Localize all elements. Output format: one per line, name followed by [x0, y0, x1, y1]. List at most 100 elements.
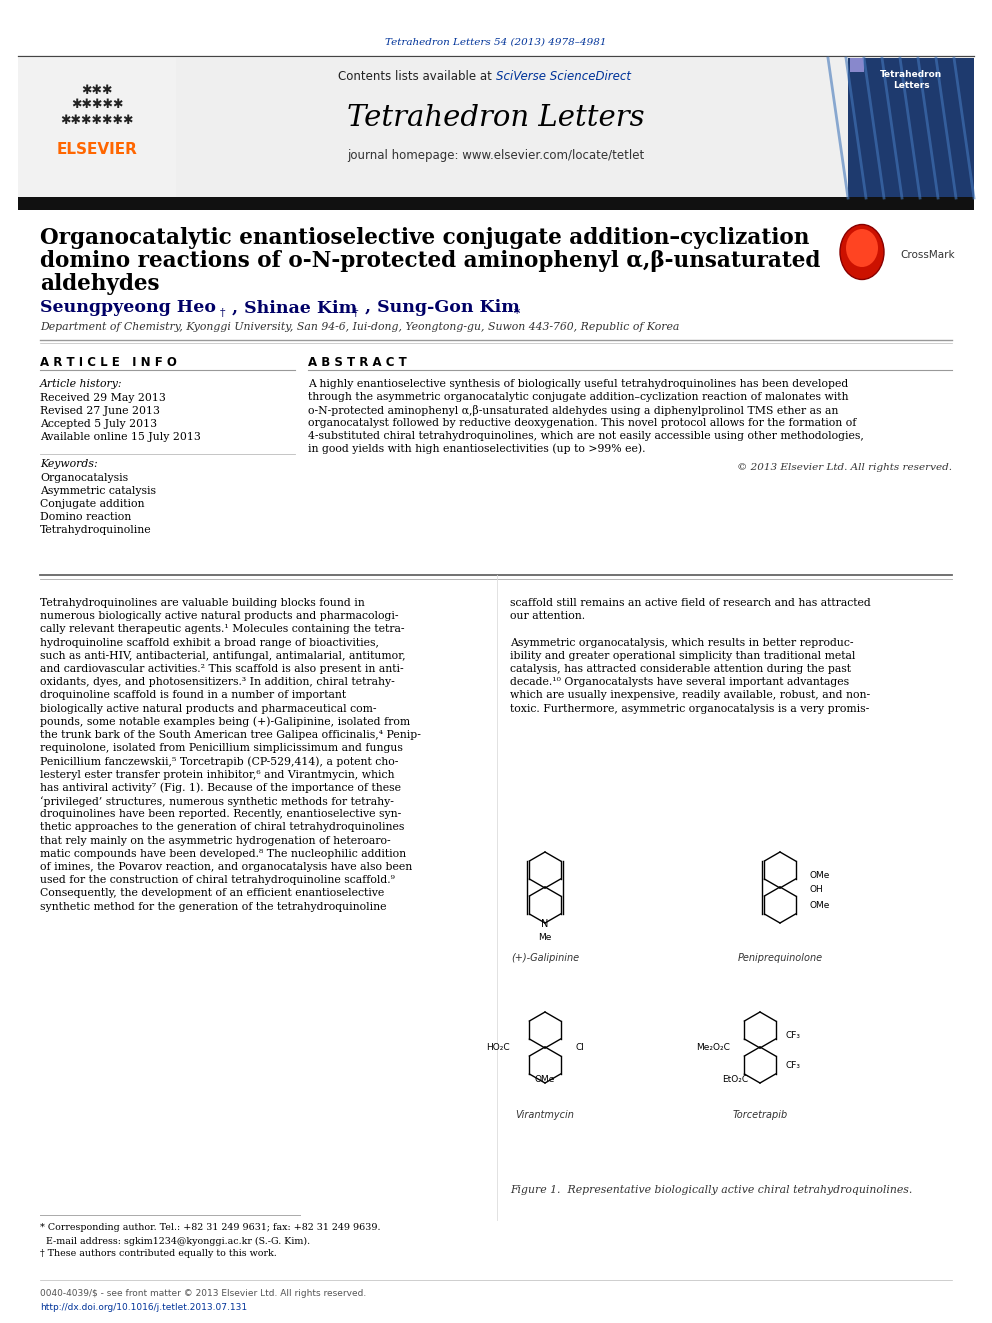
Text: Tetrahedron Letters: Tetrahedron Letters	[347, 105, 645, 132]
Text: 4-substituted chiral tetrahydroquinolines, which are not easily accessible using: 4-substituted chiral tetrahydroquinoline…	[308, 431, 864, 441]
Text: ✱✱✱
✱✱✱✱✱
✱✱✱✱✱✱✱: ✱✱✱ ✱✱✱✱✱ ✱✱✱✱✱✱✱	[61, 83, 134, 127]
Text: which are usually inexpensive, readily available, robust, and non-: which are usually inexpensive, readily a…	[510, 691, 870, 700]
Text: (+)-Galipinine: (+)-Galipinine	[511, 953, 579, 963]
Text: synthetic method for the generation of the tetrahydroquinoline: synthetic method for the generation of t…	[40, 901, 387, 912]
Bar	[18, 58, 176, 198]
Text: E-mail address: sgkim1234@kyonggi.ac.kr (S.-G. Kim).: E-mail address: sgkim1234@kyonggi.ac.kr …	[40, 1237, 310, 1245]
Text: Figure 1.  Representative biologically active chiral tetrahydroquinolines.: Figure 1. Representative biologically ac…	[510, 1185, 913, 1195]
Text: Keywords:: Keywords:	[40, 459, 97, 468]
Text: lesteryl ester transfer protein inhibitor,⁶ and Virantmycin, which: lesteryl ester transfer protein inhibito…	[40, 770, 395, 779]
Text: Asymmetric catalysis: Asymmetric catalysis	[40, 486, 156, 496]
Text: Penicillium fanczewskii,⁵ Torcetrapib (CP-529,414), a potent cho-: Penicillium fanczewskii,⁵ Torcetrapib (C…	[40, 757, 399, 767]
Text: Consequently, the development of an efficient enantioselective: Consequently, the development of an effi…	[40, 889, 384, 898]
Text: through the asymmetric organocatalytic conjugate addition–cyclization reaction o: through the asymmetric organocatalytic c…	[308, 392, 848, 402]
Text: that rely mainly on the asymmetric hydrogenation of heteroaro-: that rely mainly on the asymmetric hydro…	[40, 836, 391, 845]
Text: the trunk bark of the South American tree Galipea officinalis,⁴ Penip-: the trunk bark of the South American tre…	[40, 730, 421, 740]
Text: organocatalyst followed by reductive deoxygenation. This novel protocol allows f: organocatalyst followed by reductive deo…	[308, 418, 856, 429]
Text: Contents lists available at: Contents lists available at	[338, 70, 496, 83]
Text: Seungpyeong Heo: Seungpyeong Heo	[40, 299, 216, 316]
Text: †: †	[220, 308, 225, 318]
Text: cally relevant therapeutic agents.¹ Molecules containing the tetra-: cally relevant therapeutic agents.¹ Mole…	[40, 624, 405, 635]
Text: ibility and greater operational simplicity than traditional metal: ibility and greater operational simplici…	[510, 651, 855, 660]
Text: Asymmetric organocatalysis, which results in better reproduc-: Asymmetric organocatalysis, which result…	[510, 638, 853, 647]
Text: ELSEVIER: ELSEVIER	[57, 143, 138, 157]
Text: CrossMark: CrossMark	[900, 250, 954, 261]
Bar	[850, 58, 864, 71]
Text: HO₂C: HO₂C	[486, 1044, 510, 1053]
Text: used for the construction of chiral tetrahydroquinoline scaffold.⁹: used for the construction of chiral tetr…	[40, 876, 395, 885]
Text: *: *	[510, 308, 520, 321]
Text: Cl: Cl	[575, 1044, 584, 1053]
Text: Department of Chemistry, Kyonggi University, San 94-6, Iui-dong, Yeongtong-gu, S: Department of Chemistry, Kyonggi Univers…	[40, 321, 680, 332]
Text: pounds, some notable examples being (+)-Galipinine, isolated from: pounds, some notable examples being (+)-…	[40, 717, 410, 728]
Text: Organocatalytic enantioselective conjugate addition–cyclization: Organocatalytic enantioselective conjuga…	[40, 228, 809, 249]
Text: catalysis, has attracted considerable attention during the past: catalysis, has attracted considerable at…	[510, 664, 851, 673]
Text: o-N-protected aminophenyl α,β-unsaturated aldehydes using a diphenylprolinol TMS: o-N-protected aminophenyl α,β-unsaturate…	[308, 405, 838, 415]
Text: OMe: OMe	[810, 871, 830, 880]
Text: Accepted 5 July 2013: Accepted 5 July 2013	[40, 419, 157, 429]
Text: OMe: OMe	[535, 1076, 556, 1085]
Text: biologically active natural products and pharmaceutical com-: biologically active natural products and…	[40, 704, 377, 713]
Text: oxidants, dyes, and photosensitizers.³ In addition, chiral tetrahy-: oxidants, dyes, and photosensitizers.³ I…	[40, 677, 395, 687]
Text: Conjugate addition: Conjugate addition	[40, 499, 145, 509]
Text: Peniprequinolone: Peniprequinolone	[737, 953, 822, 963]
Text: decade.¹⁰ Organocatalysts have several important advantages: decade.¹⁰ Organocatalysts have several i…	[510, 677, 849, 687]
Text: domino reactions of o-N-protected aminophenyl α,β-unsaturated: domino reactions of o-N-protected aminop…	[40, 250, 820, 273]
Ellipse shape	[840, 225, 884, 279]
Text: of imines, the Povarov reaction, and organocatalysis have also been: of imines, the Povarov reaction, and org…	[40, 863, 413, 872]
Bar	[510, 885, 952, 1195]
Text: Me₂O₂C: Me₂O₂C	[696, 1044, 730, 1053]
Text: our attention.: our attention.	[510, 611, 585, 622]
Text: matic compounds have been developed.⁸ The nucleophilic addition: matic compounds have been developed.⁸ Th…	[40, 849, 406, 859]
Text: Revised 27 June 2013: Revised 27 June 2013	[40, 406, 160, 415]
Text: aldehydes: aldehydes	[40, 273, 160, 295]
Text: A highly enantioselective synthesis of biologically useful tetrahydroquinolines : A highly enantioselective synthesis of b…	[308, 378, 848, 389]
Text: Tetrahedron
Letters: Tetrahedron Letters	[880, 70, 942, 90]
Text: , Sung-Gon Kim: , Sung-Gon Kim	[365, 299, 520, 316]
Text: numerous biologically active natural products and pharmacologi-: numerous biologically active natural pro…	[40, 611, 399, 622]
Text: Tetrahedron Letters 54 (2013) 4978–4981: Tetrahedron Letters 54 (2013) 4978–4981	[385, 37, 607, 46]
Text: † These authors contributed equally to this work.: † These authors contributed equally to t…	[40, 1249, 277, 1258]
Text: Received 29 May 2013: Received 29 May 2013	[40, 393, 166, 404]
Text: and cardiovascular activities.² This scaffold is also present in anti-: and cardiovascular activities.² This sca…	[40, 664, 404, 673]
Text: Domino reaction: Domino reaction	[40, 512, 131, 523]
Bar	[848, 58, 974, 198]
Text: such as anti-HIV, antibacterial, antifungal, antimalarial, antitumor,: such as anti-HIV, antibacterial, antifun…	[40, 651, 406, 660]
Text: Me: Me	[539, 934, 552, 942]
Text: CF₃: CF₃	[785, 1061, 800, 1069]
Text: © 2013 Elsevier Ltd. All rights reserved.: © 2013 Elsevier Ltd. All rights reserved…	[737, 463, 952, 472]
Text: droquinoline scaffold is found in a number of important: droquinoline scaffold is found in a numb…	[40, 691, 346, 700]
Text: http://dx.doi.org/10.1016/j.tetlet.2013.07.131: http://dx.doi.org/10.1016/j.tetlet.2013.…	[40, 1303, 247, 1311]
Text: ‘privileged’ structures, numerous synthetic methods for tetrahy-: ‘privileged’ structures, numerous synthe…	[40, 796, 394, 807]
Text: N: N	[542, 919, 549, 929]
Text: Torcetrapib: Torcetrapib	[732, 1110, 788, 1121]
Text: requinolone, isolated from Penicillium simplicissimum and fungus: requinolone, isolated from Penicillium s…	[40, 744, 403, 753]
Text: * Corresponding author. Tel.: +82 31 249 9631; fax: +82 31 249 9639.: * Corresponding author. Tel.: +82 31 249…	[40, 1224, 381, 1233]
Text: CF₃: CF₃	[785, 1031, 800, 1040]
Text: Available online 15 July 2013: Available online 15 July 2013	[40, 433, 200, 442]
Text: Article history:: Article history:	[40, 378, 122, 389]
Text: Virantmycin: Virantmycin	[516, 1110, 574, 1121]
Text: scaffold still remains an active field of research and has attracted: scaffold still remains an active field o…	[510, 598, 871, 609]
Text: †: †	[353, 308, 358, 318]
Text: OH: OH	[810, 885, 823, 894]
Text: 0040-4039/$ - see front matter © 2013 Elsevier Ltd. All rights reserved.: 0040-4039/$ - see front matter © 2013 El…	[40, 1289, 366, 1298]
Text: A B S T R A C T: A B S T R A C T	[308, 356, 407, 369]
Text: Organocatalysis: Organocatalysis	[40, 474, 128, 483]
Ellipse shape	[846, 229, 878, 267]
Text: journal homepage: www.elsevier.com/locate/tetlet: journal homepage: www.elsevier.com/locat…	[347, 148, 645, 161]
Text: in good yields with high enantioselectivities (up to >99% ee).: in good yields with high enantioselectiv…	[308, 443, 646, 454]
Text: A R T I C L E   I N F O: A R T I C L E I N F O	[40, 356, 177, 369]
Text: Tetrahydroquinolines are valuable building blocks found in: Tetrahydroquinolines are valuable buildi…	[40, 598, 365, 609]
Text: hydroquinoline scaffold exhibit a broad range of bioactivities,: hydroquinoline scaffold exhibit a broad …	[40, 638, 379, 647]
Bar	[18, 197, 974, 210]
Text: , Shinae Kim: , Shinae Kim	[232, 299, 357, 316]
Text: toxic. Furthermore, asymmetric organocatalysis is a very promis-: toxic. Furthermore, asymmetric organocat…	[510, 704, 869, 713]
Text: thetic approaches to the generation of chiral tetrahydroquinolines: thetic approaches to the generation of c…	[40, 823, 405, 832]
Text: EtO₂C: EtO₂C	[722, 1076, 748, 1085]
Text: droquinolines have been reported. Recently, enantioselective syn-: droquinolines have been reported. Recent…	[40, 810, 401, 819]
Bar	[18, 58, 974, 198]
Text: SciVerse ScienceDirect: SciVerse ScienceDirect	[496, 70, 631, 83]
Text: has antiviral activity⁷ (Fig. 1). Because of the importance of these: has antiviral activity⁷ (Fig. 1). Becaus…	[40, 783, 401, 794]
Text: OMe: OMe	[810, 901, 830, 909]
